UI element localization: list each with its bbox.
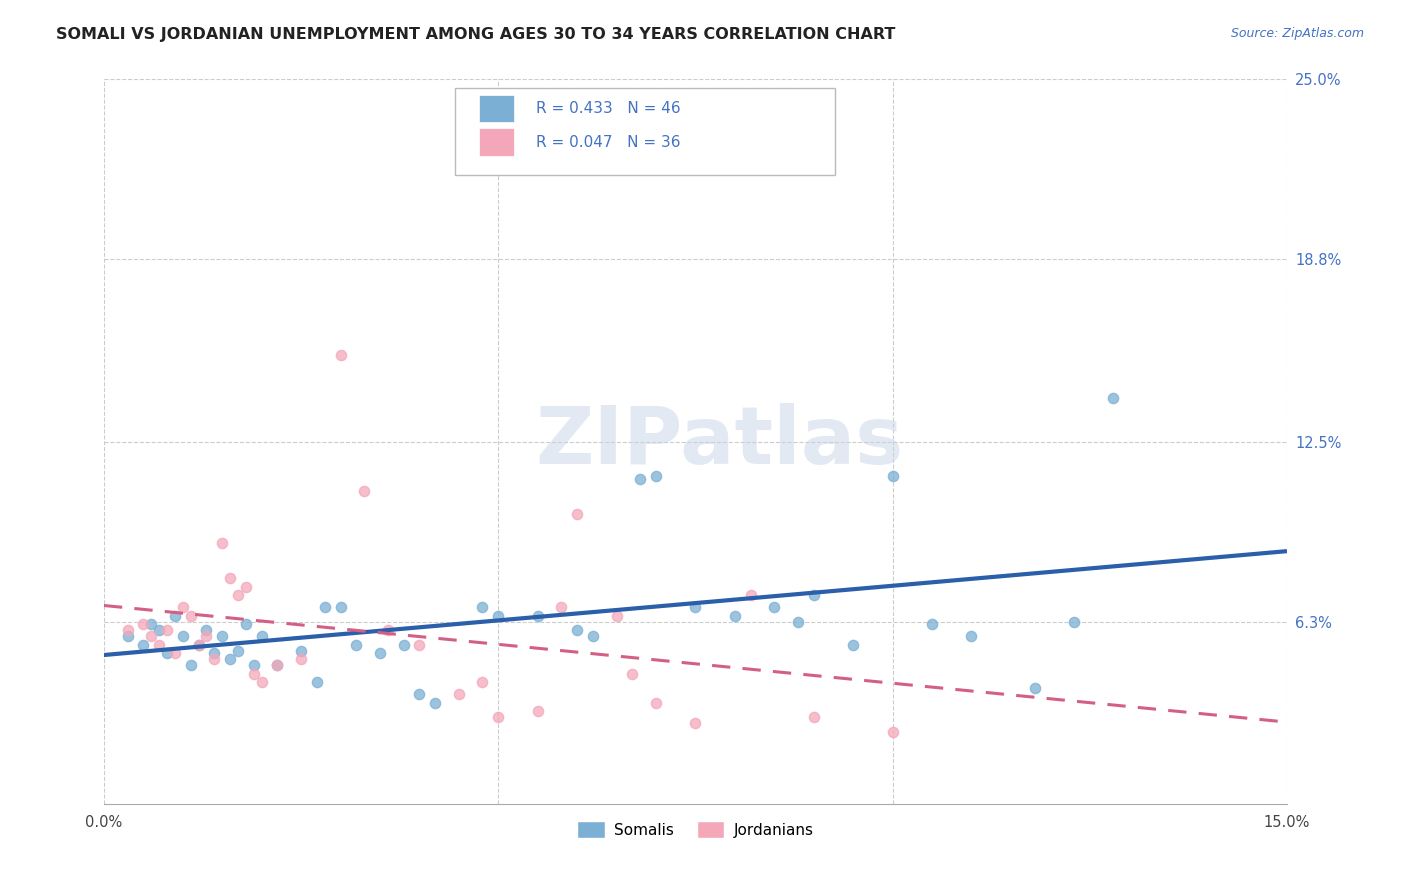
Bar [479, 95, 515, 122]
Point [486, 608, 509, 623]
Point [740, 589, 762, 603]
Point [353, 483, 375, 498]
Point [763, 600, 786, 615]
Point [803, 710, 825, 724]
Point [606, 608, 628, 623]
Text: ZIPatlas: ZIPatlas [534, 402, 903, 481]
Point [526, 608, 548, 623]
Legend: Somalis, Jordanians: Somalis, Jordanians [571, 815, 820, 844]
Point [156, 624, 179, 638]
Point [242, 658, 264, 673]
Point [425, 696, 447, 710]
Point [290, 652, 312, 666]
Point [211, 629, 233, 643]
Point [368, 647, 391, 661]
Point [195, 629, 218, 643]
Point [141, 617, 163, 632]
Point [1102, 391, 1125, 405]
Point [132, 638, 155, 652]
Point [290, 643, 312, 657]
Point [628, 472, 651, 486]
Point [141, 629, 163, 643]
Point [219, 571, 242, 585]
Point [344, 638, 367, 652]
Point [1024, 681, 1046, 696]
Point [408, 687, 430, 701]
Point [565, 624, 588, 638]
Text: Source: ZipAtlas.com: Source: ZipAtlas.com [1230, 27, 1364, 40]
Point [960, 629, 983, 643]
Point [266, 658, 288, 673]
Point [180, 658, 202, 673]
Point [486, 710, 509, 724]
Point [392, 638, 415, 652]
Point [377, 624, 399, 638]
Point [266, 658, 288, 673]
Point [882, 469, 904, 483]
Point [329, 348, 352, 362]
Point [565, 507, 588, 521]
Point [842, 638, 865, 652]
Point [163, 647, 186, 661]
Point [117, 624, 139, 638]
Point [408, 638, 430, 652]
Point [447, 687, 470, 701]
Point [148, 638, 170, 652]
Point [621, 666, 644, 681]
Point [219, 652, 242, 666]
Point [787, 615, 810, 629]
Point [550, 600, 572, 615]
Point [1063, 615, 1085, 629]
Text: R = 0.047   N = 36: R = 0.047 N = 36 [536, 135, 681, 150]
Point [803, 589, 825, 603]
Point [645, 469, 668, 483]
Point [250, 675, 273, 690]
Point [148, 624, 170, 638]
Point [180, 608, 202, 623]
Point [329, 600, 352, 615]
Bar [479, 128, 515, 156]
Text: R = 0.433   N = 46: R = 0.433 N = 46 [536, 101, 681, 116]
Point [526, 705, 548, 719]
Point [471, 600, 494, 615]
Point [685, 716, 707, 731]
Point [471, 675, 494, 690]
Point [117, 629, 139, 643]
Point [921, 617, 943, 632]
Point [187, 638, 209, 652]
Point [202, 647, 225, 661]
Point [314, 600, 336, 615]
Point [226, 589, 249, 603]
Point [163, 608, 186, 623]
Point [250, 629, 273, 643]
Point [305, 675, 328, 690]
Point [172, 629, 194, 643]
Point [172, 600, 194, 615]
Point [685, 600, 707, 615]
Point [242, 666, 264, 681]
Point [645, 696, 668, 710]
Point [582, 629, 605, 643]
Text: SOMALI VS JORDANIAN UNEMPLOYMENT AMONG AGES 30 TO 34 YEARS CORRELATION CHART: SOMALI VS JORDANIAN UNEMPLOYMENT AMONG A… [56, 27, 896, 42]
Point [211, 536, 233, 550]
FancyBboxPatch shape [456, 87, 835, 176]
Point [195, 624, 218, 638]
Point [226, 643, 249, 657]
Point [156, 647, 179, 661]
Point [882, 724, 904, 739]
Point [724, 608, 747, 623]
Point [187, 638, 209, 652]
Point [202, 652, 225, 666]
Point [132, 617, 155, 632]
Point [235, 580, 257, 594]
Point [235, 617, 257, 632]
